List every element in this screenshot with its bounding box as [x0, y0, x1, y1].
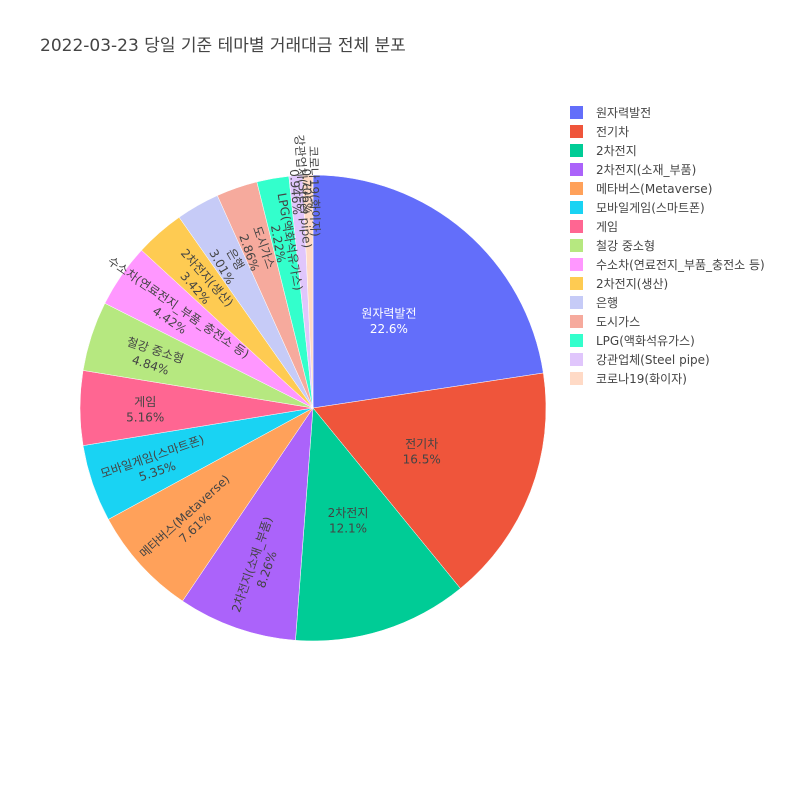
legend-label: 메타버스(Metaverse) — [596, 182, 712, 196]
pie-slices — [79, 174, 547, 642]
slice-label-name: 2차전지 — [328, 506, 369, 520]
legend-label: LPG(액화석유가스) — [596, 334, 695, 348]
legend-label: 강관업체(Steel pipe) — [596, 353, 710, 367]
legend-item-12[interactable]: 도시가스 — [570, 315, 640, 329]
legend-swatch — [570, 372, 583, 385]
slice-3[interactable] — [295, 407, 461, 642]
legend-item-6[interactable]: 모바일게임(스마트폰) — [570, 201, 705, 215]
legend-swatch — [570, 106, 583, 119]
slice-3-label: 2차전지 12.1% — [328, 506, 369, 536]
legend-item-10[interactable]: 2차전지(생산) — [570, 277, 668, 291]
legend-swatch — [570, 258, 583, 271]
legend-swatch — [570, 144, 583, 157]
legend-item-2[interactable]: 전기차 — [570, 125, 629, 139]
slice-label-percent: 12.1% — [329, 522, 367, 536]
slice-4[interactable] — [182, 407, 314, 641]
slice-label-name: 전기차 — [405, 437, 438, 451]
legend-item-3[interactable]: 2차전지 — [570, 144, 637, 158]
legend-label: 원자력발전 — [596, 106, 651, 120]
slice-label-name: 게임 — [134, 395, 156, 409]
legend-swatch — [570, 163, 583, 176]
legend-swatch — [570, 220, 583, 233]
legend-item-1[interactable]: 원자력발전 — [570, 106, 651, 120]
legend-swatch — [570, 315, 583, 328]
legend-item-8[interactable]: 철강 중소형 — [570, 239, 655, 253]
legend-label: 코로나19(화이자) — [596, 372, 687, 386]
legend-item-11[interactable]: 은행 — [570, 295, 618, 310]
slice-2[interactable] — [312, 372, 547, 589]
chart-title: 2022-03-23 당일 기준 테마별 거래대금 전체 분포 — [40, 36, 406, 56]
legend-swatch — [570, 125, 583, 138]
slice-label-percent: 16.5% — [403, 452, 441, 466]
legend-label: 수소차(연료전지_부품_충전소 등) — [596, 258, 765, 272]
legend-label: 2차전지 — [596, 144, 637, 158]
slice-label-percent: 22.6% — [370, 322, 408, 336]
slice-15-label: 코로나19(화이자)0.706% — [299, 146, 322, 237]
legend-label: 전기차 — [596, 125, 629, 139]
legend-swatch — [570, 201, 583, 214]
legend-label: 은행 — [596, 295, 618, 310]
legend-item-4[interactable]: 2차전지(소재_부품) — [570, 163, 696, 177]
slice-1[interactable] — [312, 174, 544, 409]
legend-swatch — [570, 277, 583, 290]
slice-label-name: 코로나19(화이자) — [306, 146, 322, 237]
legend-item-5[interactable]: 메타버스(Metaverse) — [570, 182, 712, 196]
legend-label: 2차전지(생산) — [596, 277, 668, 291]
legend-item-7[interactable]: 게임 — [570, 220, 618, 234]
slice-13-label: LPG(액화석유가스)2.22% — [268, 192, 305, 292]
legend-label: 게임 — [596, 220, 618, 234]
slice-5[interactable] — [108, 407, 314, 602]
legend-swatch — [570, 182, 583, 195]
legend-label: 모바일게임(스마트폰) — [596, 201, 705, 215]
legend-item-14[interactable]: 강관업체(Steel pipe) — [570, 353, 710, 367]
legend-swatch — [570, 353, 583, 366]
slice-7-label: 게임 5.16% — [126, 395, 164, 425]
slice-label-percent: 0.946% — [287, 169, 304, 216]
legend-item-13[interactable]: LPG(액화석유가스) — [570, 334, 695, 348]
legend-item-15[interactable]: 코로나19(화이자) — [570, 372, 687, 386]
slice-label-percent: 2.22% — [268, 224, 288, 264]
legend-label: 철강 중소형 — [596, 239, 655, 253]
legend-label: 도시가스 — [596, 315, 640, 329]
slice-label-percent: 0.706% — [299, 168, 314, 214]
legend-label: 2차전지(소재_부품) — [596, 163, 696, 177]
legend-item-9[interactable]: 수소차(연료전지_부품_충전소 등) — [570, 258, 765, 272]
legend-swatch — [570, 296, 583, 309]
legend-swatch — [570, 334, 583, 347]
slice-15[interactable] — [302, 174, 314, 409]
slice-label-name: 원자력발전 — [361, 307, 416, 321]
legend-swatch — [570, 239, 583, 252]
slice-label-percent: 5.16% — [126, 411, 164, 425]
